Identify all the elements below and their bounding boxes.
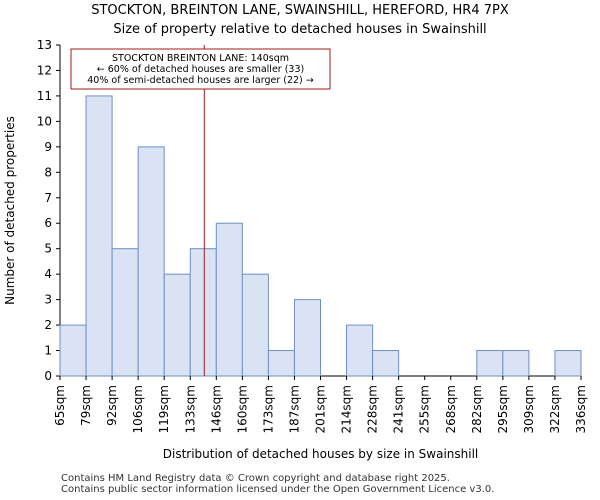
histogram-bar: [85, 95, 113, 377]
histogram-bar: [215, 222, 243, 377]
x-tick-label: 282sqm: [470, 385, 484, 433]
histogram-bar: [476, 350, 504, 377]
y-tick-label: 2: [44, 318, 52, 332]
histogram-bar: [189, 248, 217, 377]
x-tick-label: 255sqm: [418, 385, 432, 433]
x-tick-label: 106sqm: [131, 385, 145, 433]
y-tick-label: 1: [44, 344, 52, 358]
x-tick-label: 228sqm: [366, 385, 380, 433]
histogram-bar: [346, 324, 374, 377]
histogram-bar: [554, 350, 582, 377]
histogram-bar: [267, 350, 295, 377]
x-tick-label: 92sqm: [105, 385, 119, 426]
y-tick-label: 9: [44, 140, 52, 154]
x-tick-label: 336sqm: [574, 385, 588, 433]
chart-subtitle: Size of property relative to detached ho…: [113, 22, 487, 37]
histogram-bar: [111, 248, 139, 377]
annotation-line: ← 60% of detached houses are smaller (33…: [97, 64, 304, 75]
footer-line-2: Contains public sector information licen…: [61, 484, 495, 495]
y-tick-label: 11: [37, 89, 52, 103]
footer-line-1: Contains HM Land Registry data © Crown c…: [61, 473, 450, 484]
x-tick-label: 133sqm: [183, 385, 197, 433]
histogram-bar: [241, 273, 269, 377]
histogram-bar: [137, 146, 165, 377]
annotation-line: STOCKTON BREINTON LANE: 140sqm: [112, 53, 289, 64]
x-tick-label: 187sqm: [287, 385, 301, 433]
x-tick-label: 309sqm: [522, 385, 536, 433]
x-tick-label: 173sqm: [261, 385, 275, 433]
x-tick-label: 322sqm: [548, 385, 562, 433]
y-tick-label: 3: [44, 293, 52, 307]
x-tick-label: 119sqm: [157, 385, 171, 433]
y-tick-label: 7: [44, 191, 52, 205]
y-tick-label: 5: [44, 242, 52, 256]
y-tick-label: 8: [44, 165, 52, 179]
x-tick-label: 146sqm: [209, 385, 223, 433]
x-tick-label: 268sqm: [444, 385, 458, 433]
y-tick-label: 0: [44, 369, 52, 383]
histogram-bar: [59, 324, 87, 377]
histogram-bar: [372, 350, 400, 377]
y-tick-label: 10: [37, 114, 52, 128]
y-tick-label: 13: [37, 38, 52, 52]
annotation-line: 40% of semi-detached houses are larger (…: [87, 75, 314, 86]
y-tick-label: 4: [44, 267, 52, 281]
y-axis-title: Number of detached properties: [3, 116, 17, 305]
x-tick-label: 214sqm: [340, 385, 354, 433]
x-tick-label: 295sqm: [496, 385, 510, 433]
histogram-bar: [163, 273, 191, 377]
chart-title: STOCKTON, BREINTON LANE, SWAINSHILL, HER…: [91, 3, 509, 18]
y-tick-label: 6: [44, 216, 52, 230]
histogram-bar: [293, 299, 322, 377]
x-tick-label: 201sqm: [314, 385, 328, 433]
annotation-box: [70, 48, 331, 90]
x-axis-title: Distribution of detached houses by size …: [163, 447, 479, 461]
x-tick-label: 241sqm: [392, 385, 406, 433]
histogram-bar: [502, 350, 530, 377]
x-tick-label: 65sqm: [53, 385, 67, 426]
x-tick-label: 160sqm: [235, 385, 249, 433]
y-tick-label: 12: [37, 63, 52, 77]
x-tick-label: 79sqm: [79, 385, 93, 426]
